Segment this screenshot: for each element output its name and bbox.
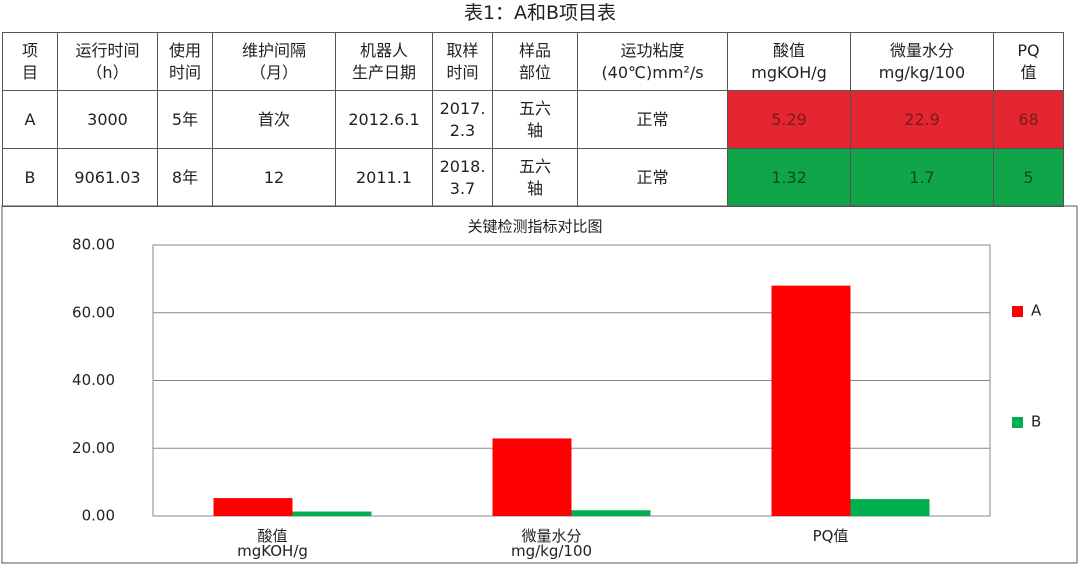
table-cell: 2018. 3.7 <box>432 148 493 207</box>
table-cell: 5 <box>993 148 1064 207</box>
table-cell: 68 <box>993 90 1064 149</box>
table-title: 表1：A和B项目表 <box>463 2 617 24</box>
legend-label: B <box>1031 413 1041 431</box>
bar <box>492 438 572 516</box>
table-cell: 9061.03 <box>57 148 158 207</box>
bar <box>850 499 930 516</box>
table-cell: 取样 时间 <box>432 32 493 91</box>
table-cell: A <box>2 90 58 149</box>
data-table: 项 目运行时间 （h） 使用 时间 维护间隔 （月） 机器人 生产日期 取样 时间 样品 … <box>2 32 1064 207</box>
bar <box>771 285 851 516</box>
table-cell: 2011.1 <box>335 148 433 207</box>
table-cell: 维护间隔 （月） <box>212 32 336 91</box>
table-cell: B <box>2 148 58 207</box>
table-cell: 五六 轴 <box>492 148 578 207</box>
y-tick-label: 40.00 <box>72 371 115 389</box>
x-tick-label: 微量水分 mg/kg/100 <box>511 527 592 560</box>
x-tick-label: 酸值 mgKOH/g <box>237 527 308 560</box>
legend-swatch <box>1012 417 1023 428</box>
table-cell: 1.7 <box>850 148 994 207</box>
chart-border <box>1 205 1078 564</box>
table-row: 项 目运行时间 （h） 使用 时间 维护间隔 （月） 机器人 生产日期 取样 时间 样品 … <box>2 32 1064 91</box>
table-cell: 1.32 <box>727 148 851 207</box>
table-cell: 五六 轴 <box>492 90 578 149</box>
table-cell: 样品 部位 <box>492 32 578 91</box>
legend-label: A <box>1031 302 1042 320</box>
table-cell: 使用 时间 <box>157 32 213 91</box>
y-tick-label: 60.00 <box>72 303 115 321</box>
chart-title: 关键检测指标对比图 <box>467 218 602 236</box>
table-cell: 酸值 mgKOH/g <box>727 32 851 91</box>
y-tick-label: 80.00 <box>72 236 115 254</box>
table-row: B 9061.03 8年 12 2011.1 2018. 3.7 五六 轴正常 1.32 1.7… <box>2 148 1064 207</box>
table-cell: 5.29 <box>727 90 851 149</box>
table-cell: 2017. 2.3 <box>432 90 493 149</box>
chart: 关键检测指标对比图 0.00 20.00 40.00 60.00 80.00 酸值 mgKO… <box>1 205 1078 564</box>
table-cell: 机器人 生产日期 <box>335 32 433 91</box>
y-tick-label: 0.00 <box>82 507 115 525</box>
table-cell: 2012.6.1 <box>335 90 433 149</box>
table-cell: 22.9 <box>850 90 994 149</box>
table-cell: 5年 <box>157 90 213 149</box>
legend-swatch <box>1012 306 1023 317</box>
table-cell: PQ 值 <box>993 32 1064 91</box>
table-cell: 12 <box>212 148 336 207</box>
bar <box>213 498 293 516</box>
y-tick-label: 20.00 <box>72 439 115 457</box>
table-cell: 微量水分 mg/kg/100 <box>850 32 994 91</box>
bar <box>571 510 651 516</box>
table-cell: 8年 <box>157 148 213 207</box>
table-cell: 运功粘度 (40℃)mm²/s <box>577 32 728 91</box>
table-cell: 正常 <box>577 90 728 149</box>
table-cell: 运行时间 （h） <box>57 32 158 91</box>
table-cell: 首次 <box>212 90 336 149</box>
x-tick-label: PQ值 <box>813 527 849 545</box>
table-row: A 3000 5年 首次 2012.6.1 2017. 2.3 五六 轴正常 5.29 22.9… <box>2 90 1064 149</box>
table-cell: 3000 <box>57 90 158 149</box>
table-cell: 项 目 <box>2 32 58 91</box>
table-cell: 正常 <box>577 148 728 207</box>
bar <box>292 511 372 516</box>
